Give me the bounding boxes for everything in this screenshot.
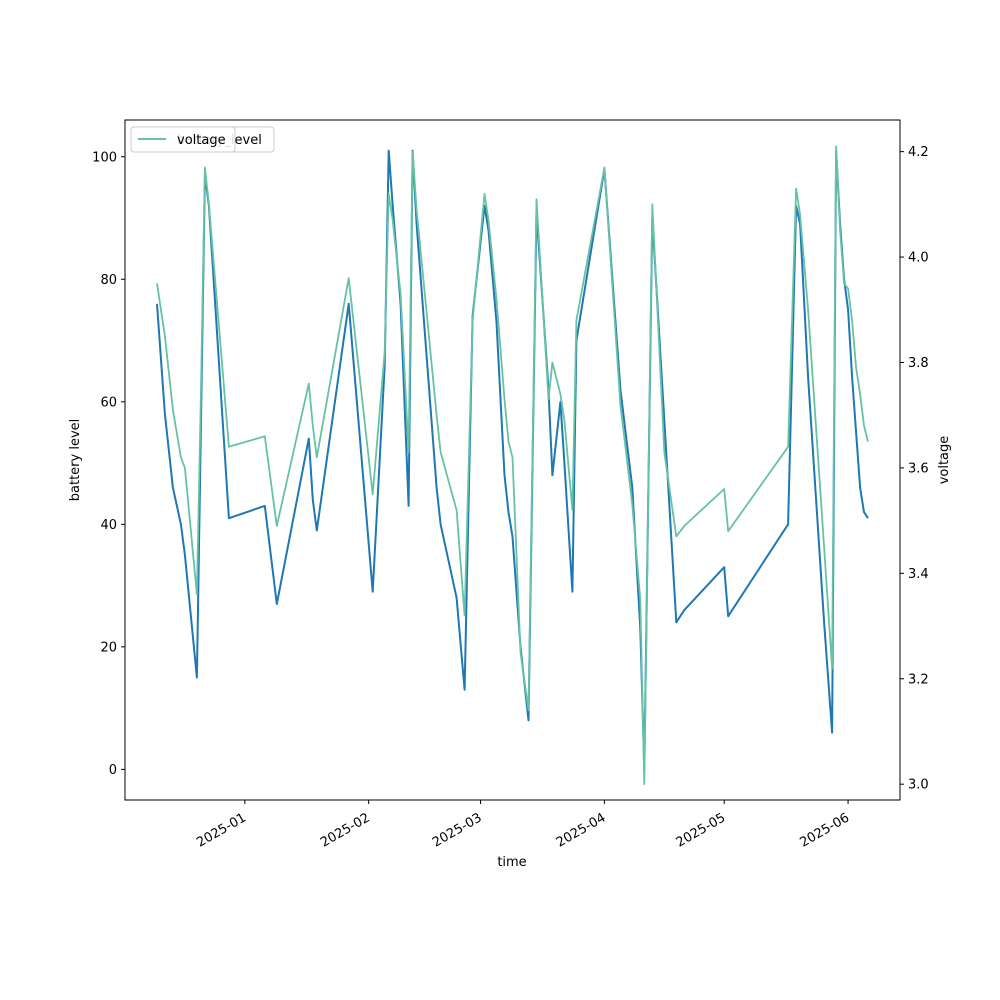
y-right-tick-label: 4.0 <box>908 251 929 266</box>
series-line-battery-level <box>156 149 869 771</box>
y-right-tick-label: 3.0 <box>908 778 929 793</box>
y-right-tick-label: 3.4 <box>908 567 929 582</box>
y-right-tick-label: 3.8 <box>908 356 929 371</box>
y-axis-right: 3.0 3.2 3.4 3.6 3.8 4.0 4.2 <box>900 145 929 793</box>
y-left-tick-label: 40 <box>100 518 117 533</box>
legend-right-label: voltage <box>177 133 226 148</box>
series-layer <box>156 145 869 786</box>
plot-frame <box>124 119 901 801</box>
y-left-tick-label: 20 <box>100 640 117 655</box>
y-left-tick-label: 60 <box>100 395 117 410</box>
y-right-tick-label: 3.2 <box>908 672 929 687</box>
y-left-tick-label: 100 <box>92 150 117 165</box>
y-left-tick-label: 80 <box>100 273 117 288</box>
x-axis-title: time <box>497 855 526 870</box>
y-right-tick-label: 4.2 <box>908 145 929 160</box>
legend-right: voltage <box>130 126 236 153</box>
legend-right-box <box>130 126 236 153</box>
y-axis-left: 0 20 40 60 80 100 <box>92 150 125 778</box>
y-left-tick-label: 0 <box>109 763 117 778</box>
series-line-voltage <box>156 145 869 786</box>
y-axis-right-title: voltage <box>937 436 952 485</box>
y-right-tick-label: 3.6 <box>908 461 929 476</box>
y-axis-left-title: battery level <box>68 419 83 502</box>
